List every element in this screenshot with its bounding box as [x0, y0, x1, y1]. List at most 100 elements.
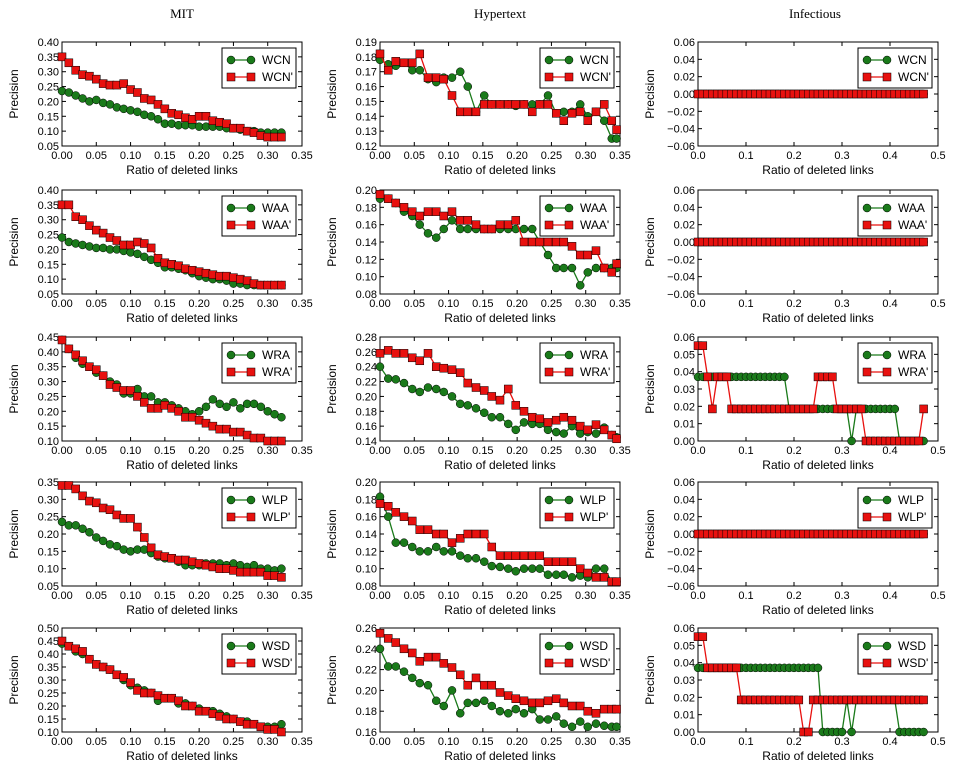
legend-marker	[246, 72, 256, 82]
data-point	[455, 216, 465, 225]
data-point	[479, 529, 489, 539]
data-point	[599, 100, 609, 109]
data-point	[222, 402, 231, 412]
y-tick-label: 0.25	[38, 391, 59, 403]
legend-label-wsd: WSD	[262, 639, 290, 653]
x-tick-label: 0.30	[575, 445, 596, 457]
data-point	[612, 722, 621, 732]
data-point	[919, 529, 928, 539]
data-point	[591, 719, 601, 728]
data-point	[391, 349, 401, 358]
x-tick-label: 0.05	[404, 298, 425, 310]
legend-marker	[564, 350, 574, 360]
y-axis-label: Precision	[643, 69, 657, 118]
x-axis-label: Ratio of deleted links	[444, 749, 555, 763]
y-tick-label: 0.10	[356, 272, 377, 284]
data-point	[543, 570, 553, 579]
data-point	[167, 119, 176, 128]
data-point	[479, 408, 489, 418]
data-point	[503, 220, 513, 229]
x-tick-label: 0.00	[51, 150, 72, 162]
data-point	[391, 638, 401, 647]
legend: WCN WCN'	[857, 47, 933, 89]
legend-label-wcn-prime: WCN'	[262, 70, 293, 84]
y-tick-label: −0.02	[667, 106, 695, 118]
column-title-hypertext: Hypertext	[474, 6, 526, 21]
data-point	[194, 407, 204, 416]
data-point	[126, 386, 135, 395]
legend-marker	[226, 495, 236, 505]
y-tick-label: 0.03	[674, 384, 695, 396]
y-tick-label: 0.35	[38, 662, 59, 674]
data-point	[559, 698, 569, 708]
y-axis-label: Precision	[325, 69, 339, 118]
data-point	[890, 404, 900, 414]
x-tick-label: 0.15	[154, 590, 175, 602]
x-tick-label: 0.15	[154, 298, 175, 310]
y-tick-label: 0.10	[356, 564, 377, 576]
legend-marker	[544, 495, 554, 505]
data-point	[375, 628, 385, 638]
data-point	[439, 363, 449, 373]
x-tick-label: 0.30	[257, 298, 278, 310]
data-point	[391, 375, 401, 384]
y-tick-label: 0.20	[356, 185, 377, 197]
data-point	[471, 220, 481, 229]
data-point	[455, 534, 465, 543]
data-point	[439, 529, 449, 539]
x-tick-label: 0.10	[120, 298, 141, 310]
x-tick-label: 0.20	[506, 150, 527, 162]
x-axis-label: Ratio of deleted links	[126, 163, 237, 177]
y-tick-label: 0.20	[38, 406, 59, 418]
data-point	[208, 395, 218, 404]
legend-marker	[544, 350, 554, 360]
data-point	[383, 346, 393, 355]
legend-label-wsd: WSD	[580, 639, 608, 653]
legend-label-wlp: WLP	[898, 493, 924, 507]
legend-marker	[882, 367, 892, 377]
data-point	[591, 429, 601, 438]
panel-hypertext-row3: 0.00 0.05 0.10 0.15 0.20 0.25 0.30 0.35 0.14 0.16…	[325, 332, 631, 472]
legend-marker	[246, 203, 256, 213]
y-tick-label: 0.25	[38, 230, 59, 242]
y-tick-label: 0.13	[356, 126, 377, 138]
data-point	[140, 110, 149, 120]
legend-marker	[544, 512, 554, 522]
y-tick-label: −0.06	[667, 141, 695, 153]
x-tick-label: 0.0	[690, 590, 705, 602]
legend-marker	[246, 350, 256, 360]
data-point	[146, 392, 156, 401]
legend-marker	[544, 641, 554, 651]
y-tick-label: 0.05	[38, 289, 59, 301]
data-point	[423, 383, 433, 392]
data-point	[463, 82, 473, 91]
data-point	[551, 557, 561, 566]
data-point	[463, 529, 473, 539]
data-point	[57, 233, 67, 242]
x-tick-label: 0.5	[930, 298, 945, 310]
y-tick-label: −0.02	[667, 254, 695, 266]
data-point	[551, 109, 561, 118]
data-point	[153, 254, 163, 263]
data-point	[277, 573, 286, 582]
x-tick-label: 0.0	[690, 298, 705, 310]
series-wsd-prime	[375, 628, 621, 718]
legend-marker	[544, 367, 554, 377]
data-point	[543, 237, 553, 247]
data-point	[575, 250, 585, 260]
data-point	[543, 418, 553, 427]
x-tick-label: 0.0	[690, 150, 705, 162]
data-point	[236, 404, 245, 413]
data-point	[551, 694, 561, 703]
data-point	[375, 190, 385, 199]
data-point	[495, 688, 505, 697]
x-tick-label: 0.35	[609, 445, 630, 457]
data-point	[527, 107, 537, 117]
legend-marker	[862, 55, 872, 65]
data-point	[153, 100, 163, 109]
data-point	[92, 498, 101, 508]
data-point	[503, 709, 513, 718]
data-point	[808, 404, 818, 414]
y-tick-label: 0.16	[356, 82, 377, 94]
data-point	[535, 551, 545, 560]
